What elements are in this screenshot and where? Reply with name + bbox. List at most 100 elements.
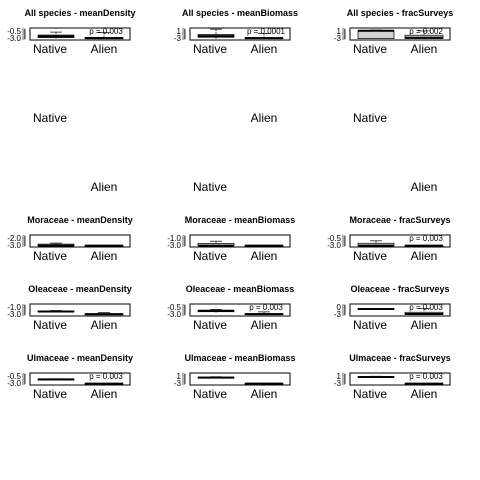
category-label-alien: Alien (91, 387, 118, 401)
category-label-native: Native (33, 42, 67, 56)
panel-title: All species - fracSurveys (347, 8, 454, 18)
category-label-native: Native (193, 180, 227, 194)
p-value-label: p = 0.003 (409, 303, 443, 312)
category-label-native: Native (353, 111, 387, 125)
category-label-alien: Alien (251, 318, 278, 332)
panel: Alien (411, 180, 438, 194)
category-label-native: Native (353, 318, 387, 332)
plot-frame (349, 27, 451, 41)
y-tick-label: -3.0 (7, 310, 21, 319)
category-label-native: Native (353, 42, 387, 56)
plot-frame (29, 303, 131, 317)
y-tick-label: -2.0 (7, 234, 21, 243)
plot-frame (349, 303, 451, 317)
panel: Moraceae - fracSurveys Native Alien -0.5-3.… (327, 215, 450, 263)
y-tick-label: 1 (177, 27, 182, 36)
panel-title: Oleaceae - meanDensity (28, 284, 132, 294)
panel-title: All species - meanBiomass (182, 8, 298, 18)
panel: Alien (251, 111, 278, 125)
panel-title: Oleaceae - fracSurveys (350, 284, 449, 294)
panel: Ulmaceae - fracSurveys Native Alien 1-3 p = … (334, 353, 451, 401)
y-tick-label: -3.0 (7, 241, 21, 250)
panel-title: Moraceae - meanBiomass (185, 215, 296, 225)
plot-frame (189, 27, 291, 41)
panel: Moraceae - meanDensity Native Alien -2.0-3.… (7, 215, 133, 263)
category-label-native: Native (353, 249, 387, 263)
panel: Moraceae - meanBiomass Native Alien -1.0-3.… (167, 215, 295, 263)
y-tick-label: -3.0 (167, 241, 181, 250)
y-tick-label: -1.0 (7, 303, 21, 312)
y-tick-label: -3 (334, 34, 342, 43)
p-value-label: p = 0.003 (409, 372, 443, 381)
category-label-native: Native (33, 318, 67, 332)
panel-title: All species - meanDensity (24, 8, 135, 18)
y-tick-label: 1 (337, 372, 342, 381)
category-label-alien: Alien (91, 42, 118, 56)
p-value-label: p = 0.003 (89, 27, 123, 36)
y-tick-label: -1.0 (167, 234, 181, 243)
category-label-native: Native (33, 249, 67, 263)
y-tick-label: -0.5 (7, 372, 21, 381)
y-tick-label: -3 (334, 310, 342, 319)
panel: Ulmaceae - meanDensity Native Alien -0.5-3.… (7, 353, 133, 401)
y-tick-label: 0 (337, 303, 342, 312)
category-label-alien: Alien (91, 249, 118, 263)
category-label-alien: Alien (411, 42, 438, 56)
y-tick-label: -3 (174, 34, 182, 43)
category-label-alien: Alien (411, 318, 438, 332)
panel-title: Ulmaceae - fracSurveys (349, 353, 451, 363)
p-value-label: p = 0.0001 (247, 27, 286, 36)
p-value-label: p = 0.003 (409, 234, 443, 243)
category-label-alien: Alien (411, 180, 438, 194)
plot-frame (189, 303, 291, 317)
y-tick-label: 1 (337, 27, 342, 36)
plot-frame (349, 372, 451, 386)
panel-title: Ulmaceae - meanDensity (27, 353, 133, 363)
category-label-alien: Alien (91, 180, 118, 194)
panel: Oleaceae - meanDensity Native Alien -1.0-3.… (7, 284, 132, 332)
p-value-label: p = 0.002 (409, 27, 443, 36)
panel-title: Moraceae - meanDensity (27, 215, 133, 225)
category-label-native: Native (353, 387, 387, 401)
y-tick-label: -0.5 (7, 27, 21, 36)
panel: Oleaceae - fracSurveys Native Alien 0-3 p = … (334, 284, 451, 332)
y-tick-label: -3.0 (7, 379, 21, 388)
category-label-alien: Alien (251, 249, 278, 263)
y-tick-label: -0.5 (167, 303, 181, 312)
y-tick-label: -3.0 (167, 310, 181, 319)
category-label-native: Native (193, 318, 227, 332)
panel: All species - fracSurveys Native Alien 1-3 p… (334, 8, 453, 56)
p-value-label: p = 0.003 (89, 372, 123, 381)
category-label-native: Native (193, 249, 227, 263)
plot-frame (29, 372, 131, 386)
p-value-label: p = 0.003 (249, 303, 283, 312)
category-label-alien: Alien (411, 387, 438, 401)
panel-title: Oleaceae - meanBiomass (186, 284, 295, 294)
category-label-native: Native (33, 111, 67, 125)
category-label-native: Native (193, 42, 227, 56)
plot-frame (189, 234, 291, 248)
y-tick-label: -3.0 (327, 241, 341, 250)
category-label-native: Native (193, 387, 227, 401)
category-label-alien: Alien (251, 42, 278, 56)
panel: Native (353, 111, 387, 125)
y-tick-label: -0.5 (327, 234, 341, 243)
panel: Oleaceae - meanBiomass Native Alien -0.5-3.… (167, 284, 294, 332)
category-label-alien: Alien (411, 249, 438, 263)
category-label-native: Native (33, 387, 67, 401)
plot-frame (29, 234, 131, 248)
category-label-alien: Alien (91, 318, 118, 332)
panel: All species - meanBiomass Native Alien 1-3 p… (174, 8, 298, 56)
category-label-alien: Alien (251, 111, 278, 125)
panel: Native (193, 180, 227, 194)
panel: All species - meanDensity Native Alien -0.5… (7, 8, 135, 56)
plot-frame (349, 234, 451, 248)
category-label-alien: Alien (251, 387, 278, 401)
y-tick-label: 1 (177, 372, 182, 381)
panel: Native (33, 111, 67, 125)
y-tick-label: -3 (334, 379, 342, 388)
panel: Ulmaceae - meanBiomass Native Alien 1-3 (174, 353, 296, 401)
plot-frame (189, 372, 291, 386)
plot-frame (29, 27, 131, 41)
